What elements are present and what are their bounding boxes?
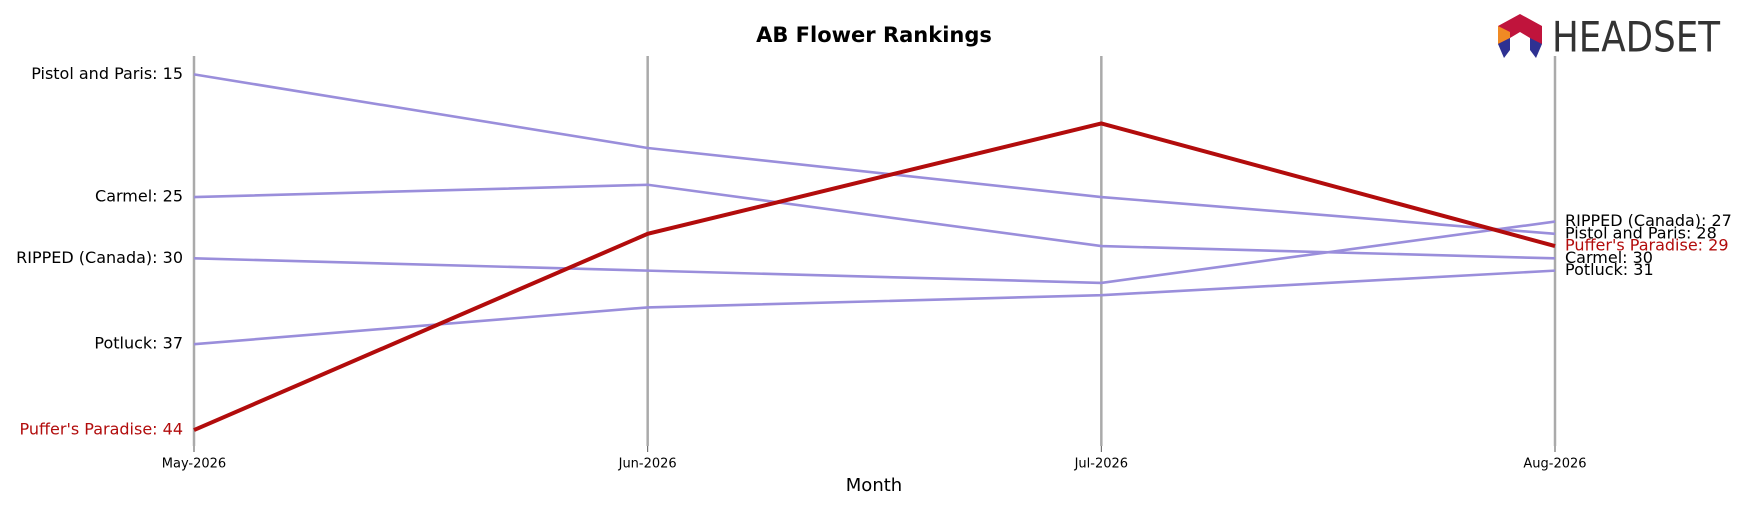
- data-label: Pistol and Paris: 28: [1565, 223, 1717, 242]
- data-label: RIPPED (Canada): 30: [16, 248, 183, 267]
- data-label: Potluck: 31: [1565, 260, 1654, 279]
- data-label: Carmel: 30: [1565, 248, 1653, 267]
- x-tick-label: Jul-2026: [1074, 457, 1128, 472]
- data-label: Puffer's Paradise: 44: [19, 420, 183, 439]
- data-label: Pistol and Paris: 15: [31, 64, 183, 83]
- series-line: [193, 183, 1556, 260]
- logo-mark: [1498, 38, 1510, 58]
- series-line: [193, 220, 1556, 285]
- series-line: [193, 121, 1556, 432]
- chart-title: AB Flower Rankings: [756, 23, 992, 47]
- series-line: [193, 269, 1556, 346]
- logo: HEADSET: [1498, 13, 1721, 62]
- x-tick-label: May-2026: [162, 457, 226, 472]
- x-tick-label: Aug-2026: [1523, 457, 1586, 472]
- logo-text: HEADSET: [1552, 13, 1721, 62]
- series-line: [193, 73, 1556, 236]
- logo-mark: [1530, 38, 1542, 58]
- data-label: RIPPED (Canada): 27: [1565, 211, 1732, 230]
- data-label: Carmel: 25: [95, 187, 183, 206]
- data-label: Potluck: 37: [94, 334, 183, 353]
- x-axis-label: Month: [846, 475, 902, 496]
- x-tick-label: Jun-2026: [618, 457, 677, 472]
- data-label: Puffer's Paradise: 29: [1565, 236, 1729, 255]
